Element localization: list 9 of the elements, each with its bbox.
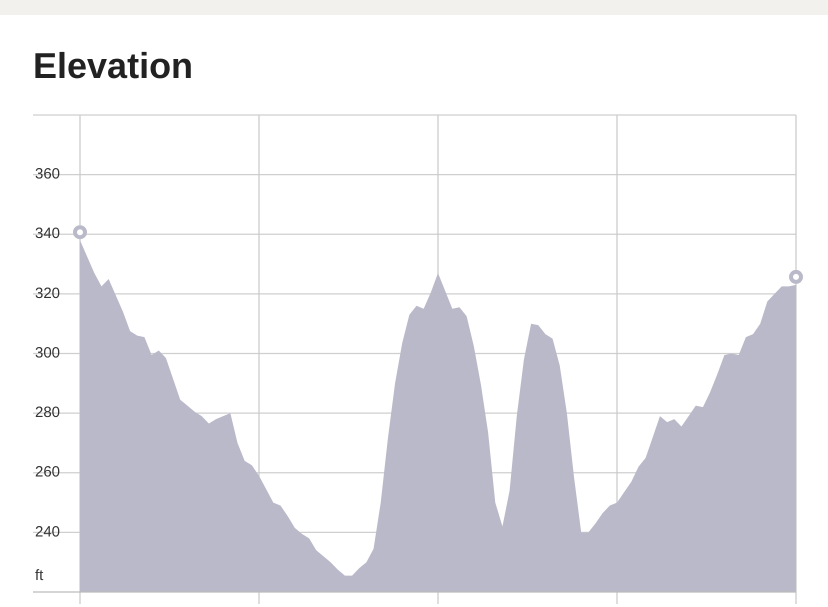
y-tick-label: 300 [35, 344, 60, 362]
y-tick-label: 360 [35, 166, 60, 183]
chart-title: Elevation [33, 45, 194, 86]
y-tick-label: 320 [35, 284, 60, 302]
y-tick-label: 340 [35, 225, 60, 242]
y-tick-label: 240 [35, 523, 60, 540]
y-tick-label: 280 [35, 404, 60, 422]
y-tick-label: 260 [35, 464, 60, 481]
y-axis-title: ft [35, 566, 44, 584]
